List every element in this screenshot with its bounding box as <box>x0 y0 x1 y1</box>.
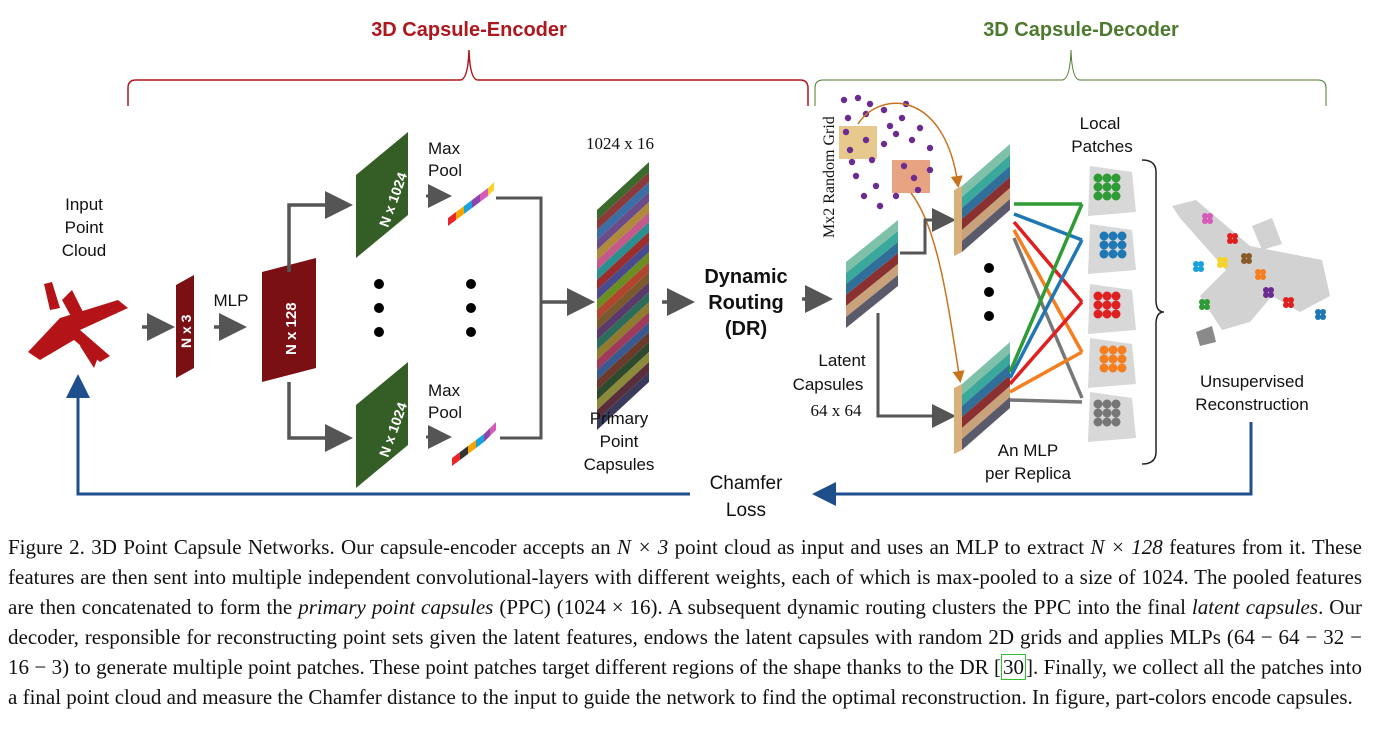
chamfer-label-2: Loss <box>726 500 766 521</box>
caption-math-5: (64 − 64 − 32 − 16 − 3) <box>8 625 1363 679</box>
encoder-title: 3D Capsule-Encoder <box>371 19 567 41</box>
caption-math-4: 1024 × 16 <box>563 595 651 619</box>
nx128-label: N x 128 <box>283 302 300 355</box>
dr-label-1: Dynamic <box>704 266 787 288</box>
caption-text-6: . Our decoder, responsible for reconstru… <box>8 595 1362 649</box>
concat-line-bottom <box>500 302 543 440</box>
input-airplane-icon <box>28 282 128 368</box>
nx3-label: N x 3 <box>178 314 194 348</box>
ppc-size-label: 1024 x 16 <box>586 134 654 153</box>
ellipsis-dots-2 <box>466 279 476 337</box>
replica-top <box>954 144 1010 256</box>
local-patches-label-2: Patches <box>1071 137 1132 156</box>
chamfer-label-1: Chamfer <box>710 473 784 494</box>
ellipsis-dots-3 <box>984 263 994 321</box>
random-grid-label: Mx2 Random Grid <box>821 116 838 238</box>
maxpool-top-label-2: Pool <box>428 161 462 180</box>
grid-patch-2 <box>892 160 930 193</box>
ppc-label-1: Primary <box>590 409 649 428</box>
caption-italic-ppc: primary point capsules <box>298 595 494 619</box>
recon-label-1: Unsupervised <box>1200 372 1304 391</box>
caption-math-1: N × 3 <box>617 535 669 559</box>
latent-to-replica-top <box>900 208 956 255</box>
latent-to-replica-bottom <box>876 313 956 428</box>
caption-text-1: point cloud as input and uses an MLP to … <box>668 535 1091 559</box>
pooled-vector-bottom <box>452 422 496 466</box>
caption-text-2: features from it. These features are the… <box>8 535 1362 589</box>
maxpool-top-label-1: Max <box>428 139 461 158</box>
recon-label-2: Reconstruction <box>1195 395 1308 414</box>
local-patches-label-1: Local <box>1080 114 1121 133</box>
local-patches <box>1088 166 1136 442</box>
replica-bottom <box>954 342 1010 454</box>
caption-text-8: ]. Finally, we collect all the patches i… <box>8 655 1362 709</box>
latent-size-label: 64 x 64 <box>811 401 863 420</box>
primary-point-capsules <box>597 162 649 430</box>
chamfer-feedback-left <box>66 374 690 496</box>
latent-label-2: Capsules <box>793 375 864 394</box>
decoder-title: 3D Capsule-Decoder <box>983 19 1179 41</box>
grid-arrow-1 <box>857 102 963 188</box>
caption-text-5: ). A subsequent dynamic routing clusters… <box>650 595 1192 619</box>
caption-math-3: 1024 <box>1141 565 1184 589</box>
random-grid-points <box>840 94 934 210</box>
branch-top <box>287 191 353 272</box>
patches-brace <box>1141 159 1165 465</box>
maxpool-bottom-label-1: Max <box>428 381 461 400</box>
architecture-figure: 3D Capsule-Encoder 3D Capsule-Decoder In… <box>28 19 1330 521</box>
caption-italic-latent: latent capsules <box>1191 595 1319 619</box>
maxpool-bottom-label-2: Pool <box>428 403 462 422</box>
caption-text-7: to generate multiple point patches. Thes… <box>69 655 1002 679</box>
caption-math-2: N × 128 <box>1090 535 1163 559</box>
branch-bottom <box>287 382 353 452</box>
patch-arrows <box>1008 202 1084 404</box>
grid-arrow-2 <box>910 192 965 383</box>
chamfer-feedback-right <box>812 422 1253 506</box>
nx1024-bottom-block: N x 1024 <box>356 362 410 488</box>
latent-capsules <box>846 220 898 328</box>
ppc-label-3: Capsules <box>584 455 655 474</box>
decoder-brace <box>814 49 1327 106</box>
nx3-block: N x 3 <box>176 275 194 378</box>
ppc-label-2: Point <box>600 432 639 451</box>
mlp-label: MLP <box>214 291 249 310</box>
concat-line-top <box>496 196 543 302</box>
citation-link[interactable]: 30 <box>1001 654 1027 680</box>
encoder-brace <box>127 49 809 106</box>
caption-prefix: Figure 2. 3D Point Capsule Networks. Our… <box>8 535 617 559</box>
input-label-2: Point <box>65 218 104 237</box>
mlp-replica-label-2: per Replica <box>985 464 1072 483</box>
caption-text-4: (PPC) ( <box>493 595 564 619</box>
caption-text-3: . The pooled features are then concatena… <box>8 565 1363 619</box>
figure-caption: Figure 2. 3D Point Capsule Networks. Our… <box>8 532 1362 712</box>
input-label-3: Cloud <box>62 241 106 260</box>
dr-label-2: Routing <box>708 292 784 314</box>
reconstruction-airplane-icon <box>1172 200 1330 346</box>
dr-label-3: (DR) <box>725 318 767 340</box>
nx128-block: N x 128 <box>262 258 316 382</box>
mlp-replica-label-1: An MLP <box>998 441 1058 460</box>
latent-label-1: Latent <box>818 351 866 370</box>
nx1024-top-block: N x 1024 <box>356 132 410 258</box>
pooled-vector-top <box>448 182 494 226</box>
input-label-1: Input <box>65 195 103 214</box>
ellipsis-dots-1 <box>374 279 384 337</box>
